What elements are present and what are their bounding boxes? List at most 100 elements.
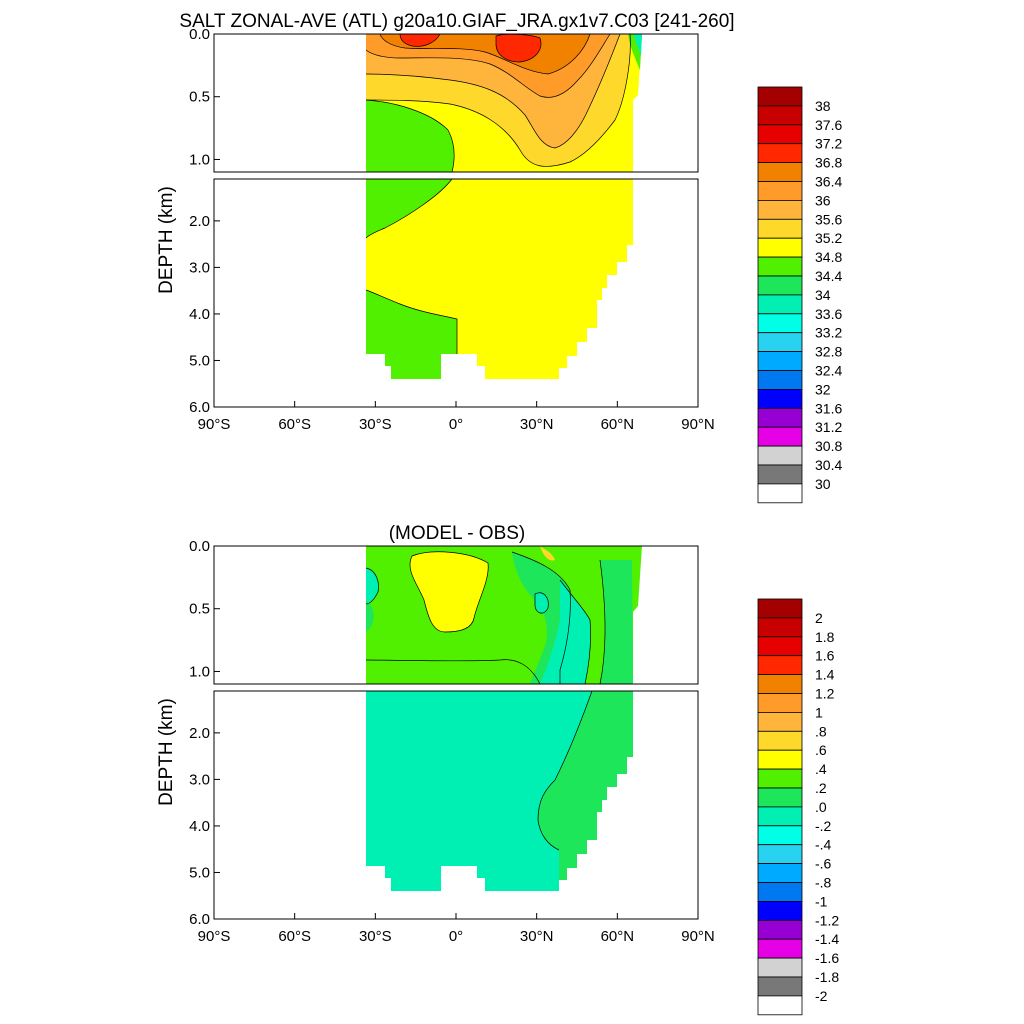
y-axis-label: DEPTH (km) [156, 186, 177, 294]
colorbar-label: 34 [815, 287, 831, 303]
region-0.0-0.2-north [600, 560, 633, 684]
colorbar-label: 1.2 [815, 686, 835, 702]
colorbar-label: 1.4 [815, 667, 835, 683]
colorbar-swatch [757, 768, 803, 789]
y-tick-label: 4.0 [189, 818, 210, 835]
x-tick-label: 0° [449, 416, 463, 433]
colorbar-label: -.6 [815, 856, 832, 872]
colorbar-label: 31.2 [815, 419, 842, 435]
colorbar-swatch [757, 617, 803, 638]
contour-lines-deep [537, 690, 593, 851]
colorbar-label: 35.6 [815, 211, 842, 227]
colorbar-label: 32.4 [815, 363, 842, 379]
colorbar-label: -1.8 [815, 969, 839, 985]
colorbar-swatch [757, 938, 803, 959]
colorbar-label: 38 [815, 98, 831, 114]
upper-field [365, 546, 642, 685]
colorbar-swatch [757, 407, 803, 428]
y-tick-label: 0.5 [189, 601, 210, 618]
lower-field [366, 690, 633, 891]
chart-title: (MODEL - OBS) [389, 523, 526, 544]
colorbar-label: -1.6 [815, 950, 839, 966]
x-tick-label: 30°S [359, 928, 392, 945]
x-tick-label: 90°S [198, 416, 231, 433]
x-tick-label: 0° [449, 928, 463, 945]
colorbar-label: .4 [815, 761, 827, 777]
colorbar-label: 1.6 [815, 648, 835, 664]
colorbar-label: 37.6 [815, 117, 842, 133]
y-tick-label: 2.0 [189, 213, 210, 230]
y-tick-label: 3.0 [189, 771, 210, 788]
y-tick-label: 5.0 [189, 352, 210, 369]
colorbar-swatch [757, 351, 803, 371]
colorbar-label: -.8 [815, 875, 832, 891]
colorbar-swatch [757, 199, 803, 220]
ticks: 90°S 60°S 30°S 0° 30°N 60°N 90°N 0.0 0.5 1.0 2.0 3.… [189, 538, 715, 945]
colorbar-swatch [757, 181, 803, 201]
colorbar-label: 34.4 [815, 268, 842, 284]
contour-lines-deep [365, 178, 458, 354]
x-tick-label: 90°S [198, 928, 231, 945]
colorbar-swatch [757, 598, 803, 619]
colorbar-swatch [757, 483, 803, 504]
colorbar-swatch [757, 976, 803, 997]
colorbar-label: .0 [815, 799, 827, 815]
region-0.2-0.4-bottom [366, 660, 520, 684]
y-tick-label: 4.0 [189, 306, 210, 323]
colorbar-swatch [757, 105, 803, 126]
salinity-panel: SALT ZONAL-AVE (ATL) g20a10.GIAF_JRA.gx1… [156, 11, 735, 433]
upper-field [365, 33, 642, 173]
colorbar-label: 30.4 [815, 457, 842, 473]
colorbar-swatch [757, 730, 803, 751]
colorbar-swatch [757, 882, 803, 902]
contour-lines [365, 551, 606, 685]
colorbar-swatch [757, 237, 803, 258]
colorbar-label: 36 [815, 192, 831, 208]
x-tick-label: 60°S [278, 416, 311, 433]
y-tick-label: 0.5 [189, 89, 210, 106]
colorbar-swatch [757, 143, 803, 163]
colorbar-swatch [757, 693, 803, 713]
y-tick-label: 0.0 [189, 26, 210, 43]
region--0.2-0.0-east [540, 580, 591, 684]
y-tick-label: 1.0 [189, 663, 210, 680]
colorbar-label: 2 [815, 610, 823, 626]
x-tick-label: 30°N [520, 928, 554, 945]
colorbar-label: -1 [815, 893, 828, 909]
region-34.4-34.8-deep [366, 179, 452, 238]
colorbar-swatch [757, 313, 803, 334]
y-axis-label: DEPTH (km) [156, 698, 177, 806]
colorbar-label: 1.8 [815, 629, 835, 645]
colorbar-swatch [757, 426, 803, 447]
colorbar-label: -1.2 [815, 912, 839, 928]
colorbar-swatch [757, 275, 803, 296]
x-tick-label: 90°N [681, 928, 715, 945]
y-tick-label: 3.0 [189, 259, 210, 276]
region-34.8-35.2-deep [366, 179, 633, 379]
colorbar-swatch [757, 124, 803, 145]
x-tick-label: 30°S [359, 416, 392, 433]
colorbar-label: 37.2 [815, 136, 842, 152]
colorbar-swatch [757, 749, 803, 770]
colorbar-label: 30.8 [815, 438, 842, 454]
region-34.4-34.8-bottom [366, 290, 457, 379]
colorbar-swatch [757, 919, 803, 940]
y-tick-label: 6.0 [189, 911, 210, 928]
contour-lines [365, 33, 631, 173]
region-0.6-0.8 [540, 546, 555, 561]
colorbar-swatch [757, 636, 803, 657]
colorbar-swatch [757, 787, 803, 808]
colorbar-swatch [757, 256, 803, 277]
colorbar-label: .6 [815, 742, 827, 758]
colorbar-swatch [757, 674, 803, 694]
colorbar-label: -.4 [815, 837, 832, 853]
colorbar-swatch [757, 844, 803, 865]
colorbar-label: 32.8 [815, 344, 842, 360]
region--0.2-0.0-west [366, 568, 379, 604]
colorbar-label: 33.6 [815, 306, 842, 322]
y-tick-label: 1.0 [189, 151, 210, 168]
region-34.4-34.8 [366, 100, 455, 172]
x-tick-label: 30°N [520, 416, 554, 433]
colorbar-label: 30 [815, 476, 831, 492]
